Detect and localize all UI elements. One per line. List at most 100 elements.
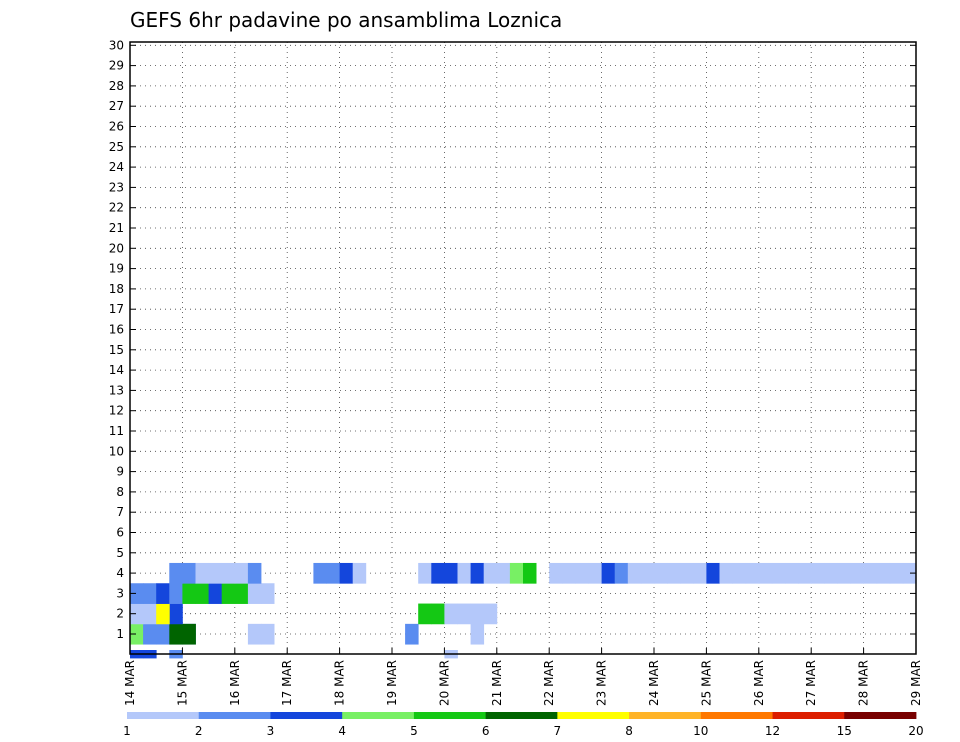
heatmap-cell [627, 562, 642, 584]
heatmap-cell [156, 583, 170, 604]
y-tick-label: 7 [116, 505, 124, 519]
heatmap-cell [130, 623, 144, 645]
heatmap-cell [313, 562, 327, 584]
heatmap-cell [483, 603, 498, 625]
heatmap-cell [182, 562, 196, 584]
y-tick-label: 10 [109, 444, 124, 458]
heatmap-cell [143, 603, 157, 625]
legend-swatch [485, 712, 558, 719]
y-tick-label: 16 [109, 323, 124, 337]
heatmap-cell [234, 583, 249, 604]
y-tick-label: 22 [109, 201, 124, 215]
heatmap-cell [208, 562, 223, 584]
heatmap-cell [693, 562, 707, 584]
y-tick-label: 4 [116, 566, 124, 580]
legend-swatch [557, 712, 630, 719]
x-tick-label: 23 MAR [595, 660, 609, 706]
y-tick-label: 15 [109, 343, 124, 357]
heatmap-cell [195, 562, 209, 584]
y-axis: 1234567891011121314151617181920212223242… [109, 38, 916, 641]
legend-label: 20 [908, 724, 923, 738]
legend-label: 4 [338, 724, 346, 738]
heatmap-cell [509, 562, 524, 584]
x-tick-label: 16 MAR [228, 660, 242, 706]
heatmap-cell [798, 562, 812, 584]
heatmap-cell [261, 583, 275, 604]
heatmap-cell [719, 562, 733, 584]
legend-label: 12 [765, 724, 780, 738]
heatmap-cell [470, 603, 485, 625]
heatmap-cell [156, 603, 170, 625]
heatmap-cell [863, 562, 878, 584]
x-tick-label: 21 MAR [490, 660, 504, 706]
heatmap-cell [326, 562, 340, 584]
legend-label: 8 [625, 724, 633, 738]
x-tick-label: 29 MAR [909, 660, 923, 706]
legend-label: 2 [195, 724, 203, 738]
heatmap-cell [640, 562, 655, 584]
chart-title: GEFS 6hr padavine po ansamblima Loznica [130, 8, 562, 32]
heatmap-cell [771, 562, 786, 584]
y-tick-label: 8 [116, 485, 124, 499]
heatmap-cell [654, 562, 668, 584]
heatmap-cell [130, 583, 144, 604]
heatmap-cell [195, 583, 209, 604]
legend-label: 1 [123, 724, 131, 738]
y-tick-label: 26 [109, 120, 124, 134]
x-tick-label: 26 MAR [752, 660, 766, 706]
heatmap-cell [182, 583, 196, 604]
x-tick-label: 25 MAR [699, 660, 713, 706]
y-tick-label: 29 [109, 59, 124, 73]
legend-swatch [629, 712, 702, 719]
heatmap-cell [758, 562, 773, 584]
heatmap-cell [247, 623, 262, 645]
legend-swatch [198, 712, 271, 719]
heatmap-cell [431, 562, 445, 584]
heatmap-cell [431, 603, 445, 625]
heatmap-cell [745, 562, 760, 584]
heatmap-cell [680, 562, 694, 584]
y-tick-label: 20 [109, 241, 124, 255]
heatmap-cell [143, 583, 157, 604]
heatmap-cell [182, 623, 196, 645]
legend-swatch [700, 712, 773, 719]
x-tick-label: 17 MAR [280, 660, 294, 706]
y-tick-label: 17 [109, 302, 124, 316]
legend-swatch [127, 712, 200, 719]
heatmap-cell [130, 603, 144, 625]
heatmap-cell [221, 583, 236, 604]
y-tick-label: 25 [109, 140, 124, 154]
heatmap-cell [732, 562, 747, 584]
legend-swatch [342, 712, 415, 719]
y-tick-label: 3 [116, 586, 124, 600]
heatmap-cell [418, 562, 432, 584]
heatmap-cell [824, 562, 838, 584]
legend-label: 10 [693, 724, 708, 738]
x-tick-label: 14 MAR [123, 660, 137, 706]
y-tick-label: 2 [116, 607, 124, 621]
heatmap-cell [470, 562, 485, 584]
x-tick-label: 19 MAR [385, 660, 399, 706]
legend-swatch [413, 712, 487, 719]
legend-swatch [844, 712, 917, 719]
heatmap-cell [811, 562, 825, 584]
heatmap-cell [234, 562, 249, 584]
x-tick-label: 28 MAR [857, 660, 871, 706]
heatmap-cell [850, 562, 864, 584]
heatmap-cell [156, 623, 170, 645]
heatmap-cell [221, 562, 236, 584]
heatmap-cell [614, 562, 629, 584]
x-tick-label: 15 MAR [175, 660, 189, 706]
plot-frame [129, 41, 917, 655]
heatmap-cell [261, 623, 275, 645]
heatmap-cell [470, 623, 485, 645]
heatmap-cell [418, 603, 432, 625]
heatmap-cell [444, 603, 458, 625]
heatmap-cell [588, 562, 602, 584]
legend-label: 5 [410, 724, 418, 738]
y-tick-label: 24 [109, 160, 124, 174]
heatmap-cell [483, 562, 498, 584]
y-tick-label: 11 [109, 424, 124, 438]
x-tick-label: 18 MAR [333, 660, 347, 706]
